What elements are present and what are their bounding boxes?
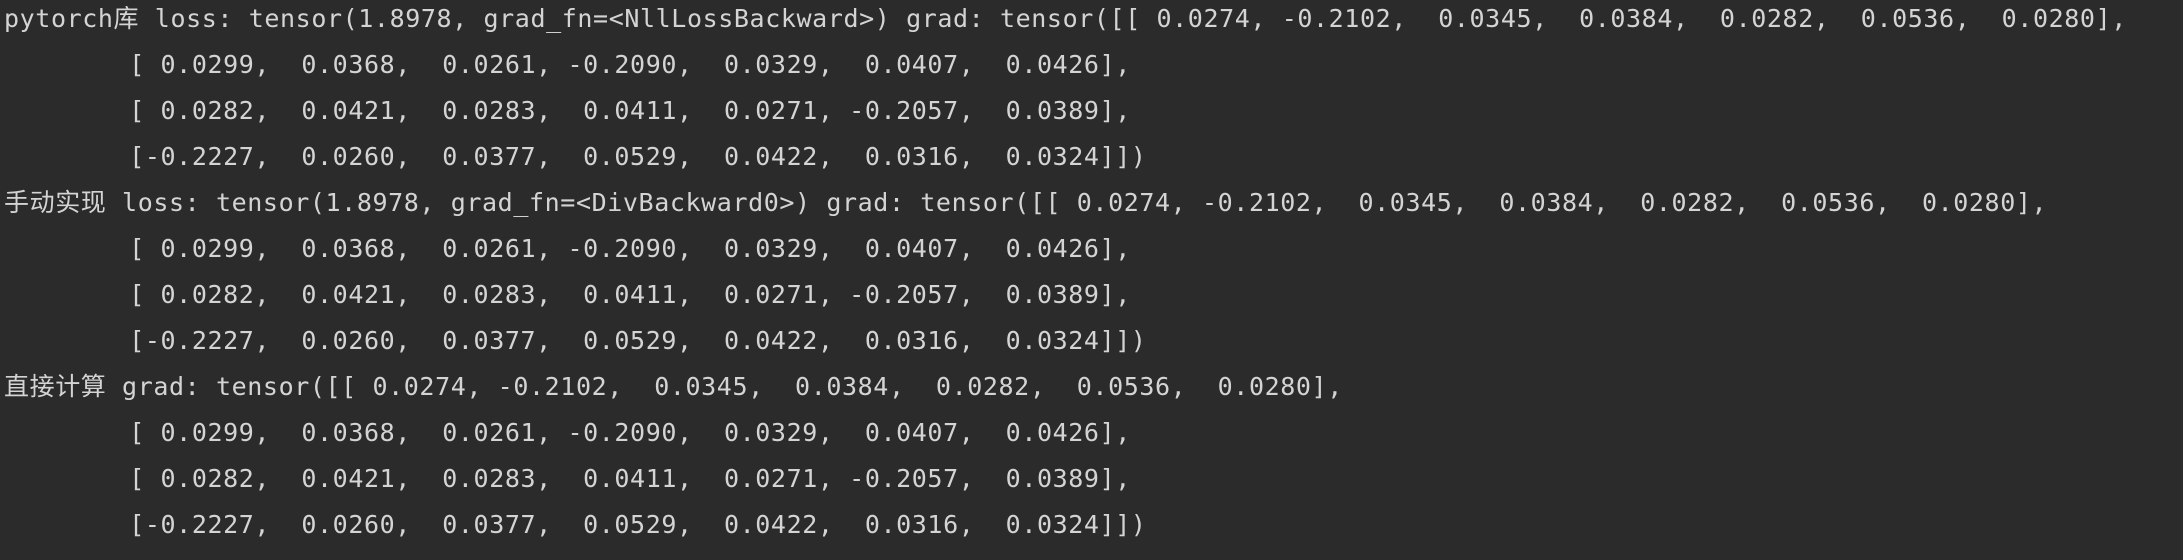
console-line: [-0.2227, 0.0260, 0.0377, 0.0529, 0.0422… <box>4 142 1147 171</box>
console-line: pytorch库 loss: tensor(1.8978, grad_fn=<N… <box>4 4 2127 33</box>
console-line: [ 0.0299, 0.0368, 0.0261, -0.2090, 0.032… <box>4 50 1131 79</box>
console-line: [-0.2227, 0.0260, 0.0377, 0.0529, 0.0422… <box>4 326 1147 355</box>
console-line: [ 0.0282, 0.0421, 0.0283, 0.0411, 0.0271… <box>4 96 1131 125</box>
console-line: [ 0.0299, 0.0368, 0.0261, -0.2090, 0.032… <box>4 418 1131 447</box>
console-line: [ 0.0282, 0.0421, 0.0283, 0.0411, 0.0271… <box>4 280 1131 309</box>
console-line: 手动实现 loss: tensor(1.8978, grad_fn=<DivBa… <box>4 188 2048 217</box>
console-line: [-0.2227, 0.0260, 0.0377, 0.0529, 0.0422… <box>4 510 1147 539</box>
console-line: [ 0.0299, 0.0368, 0.0261, -0.2090, 0.032… <box>4 234 1131 263</box>
console-line: [ 0.0282, 0.0421, 0.0283, 0.0411, 0.0271… <box>4 464 1131 493</box>
console-line: 直接计算 grad: tensor([[ 0.0274, -0.2102, 0.… <box>4 372 1343 401</box>
